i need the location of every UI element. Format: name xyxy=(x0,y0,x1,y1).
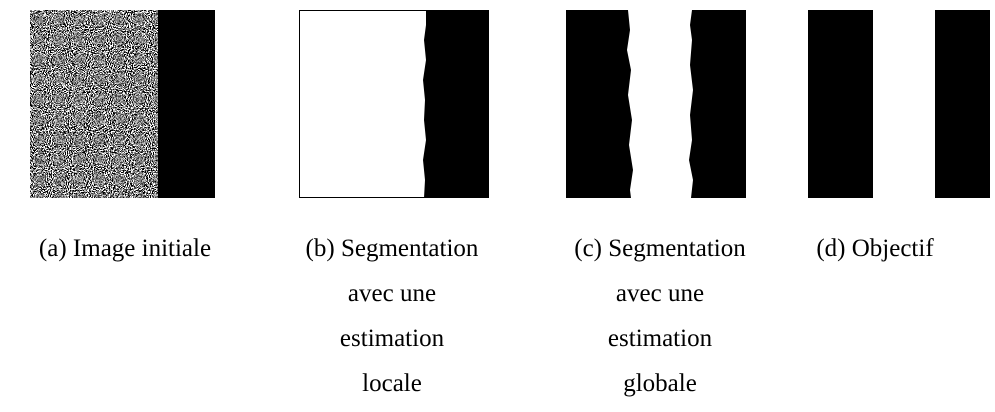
caption-line: avec une xyxy=(347,280,437,307)
caption: (d) Objectif xyxy=(755,226,995,271)
segmentation-local xyxy=(299,10,489,198)
caption: (a) Image initiale xyxy=(5,226,245,271)
black-region-left xyxy=(566,10,633,198)
caption-line: locale xyxy=(362,370,422,397)
caption: (b) Segmentation avec une estimation locale xyxy=(272,226,512,406)
caption-line: (a) Image initiale xyxy=(38,235,212,262)
caption: (c) Segmentation avec une estimation global… xyxy=(540,226,780,406)
caption-line: estimation xyxy=(339,325,445,352)
black-band-left xyxy=(808,10,873,198)
caption-line: avec une xyxy=(615,280,705,307)
caption-line: (c) Segmentation xyxy=(574,235,746,262)
black-region xyxy=(423,10,489,198)
image-initial xyxy=(30,10,215,198)
caption-line: (b) Segmentation xyxy=(305,235,479,262)
segmentation-global xyxy=(566,10,746,198)
figure-images xyxy=(30,10,990,198)
black-region-right xyxy=(689,10,746,198)
objective xyxy=(808,10,990,198)
noise-dense xyxy=(30,10,158,198)
caption-line: globale xyxy=(623,370,697,397)
caption-line: (d) Objectif xyxy=(816,235,934,262)
black-band-right xyxy=(935,10,990,198)
caption-line: estimation xyxy=(607,325,713,352)
noise-sparse xyxy=(158,10,215,198)
